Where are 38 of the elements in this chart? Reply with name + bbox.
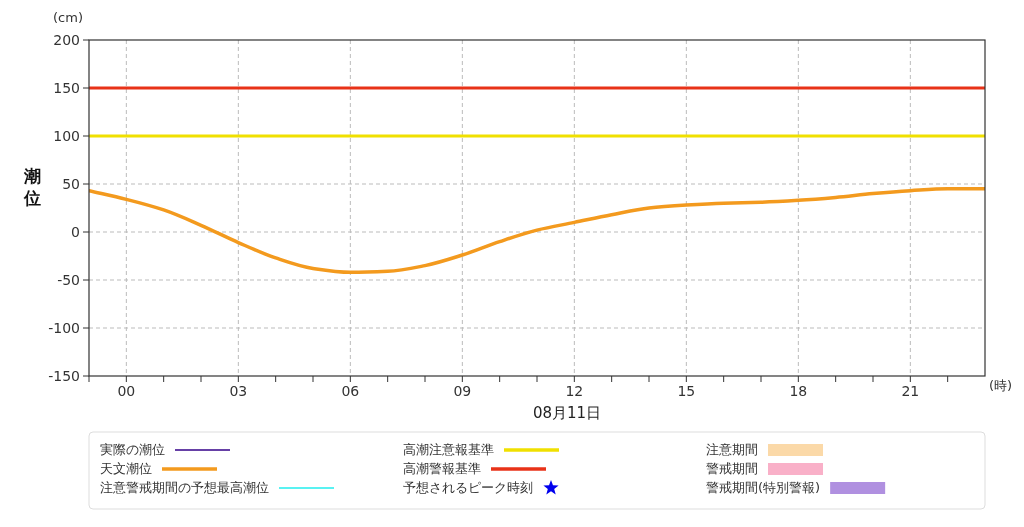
- 注意期間: 注意期間: [706, 442, 823, 457]
- y-tick-label: 50: [62, 176, 80, 192]
- legend-label: 警戒期間: [706, 461, 758, 476]
- 高潮注意報基準: 高潮注意報基準: [403, 442, 559, 457]
- legend-label: 天文潮位: [100, 461, 152, 476]
- legend-label: 予想されるピーク時刻: [403, 480, 533, 495]
- 予想されるピーク時刻: 予想されるピーク時刻: [403, 480, 559, 495]
- legend-label: 注意期間: [706, 442, 758, 457]
- x-axis-title: (時): [989, 378, 1013, 393]
- 警戒期間: 警戒期間: [706, 461, 823, 476]
- 注意警戒期間の予想最高潮位: 注意警戒期間の予想最高潮位: [100, 480, 335, 495]
- legend-label: 警戒期間(特別警報): [706, 480, 821, 495]
- x-tick-label: 15: [677, 383, 696, 399]
- x-tick-label: 09: [453, 383, 472, 399]
- 高潮警報基準: 高潮警報基準: [403, 461, 546, 476]
- legend-label: 高潮注意報基準: [403, 442, 494, 457]
- x-tick-label: 03: [229, 383, 248, 399]
- 天文潮位: 天文潮位: [100, 461, 217, 476]
- y-tick-label: 100: [53, 128, 80, 144]
- x-tick-label: 00: [117, 383, 136, 399]
- y-tick-label: 200: [53, 32, 80, 48]
- legend-label: 実際の潮位: [100, 442, 165, 457]
- y-tick-label: 150: [53, 80, 80, 96]
- x-tick-label: 21: [901, 383, 920, 399]
- legend-label: 高潮警報基準: [403, 461, 481, 476]
- y-tick-label: -150: [48, 368, 80, 384]
- x-tick-label: 12: [565, 383, 584, 399]
- y-tick-label: 0: [71, 224, 80, 240]
- x-tick-label: 18: [789, 383, 808, 399]
- text: (cm): [53, 10, 83, 25]
- y-tick-label: -100: [48, 320, 80, 336]
- 警戒期間(特別警報): 警戒期間(特別警報): [706, 480, 886, 495]
- y-tick-label: -50: [57, 272, 80, 288]
- y-axis-title: 潮位: [22, 166, 41, 208]
- 実際の潮位: 実際の潮位: [100, 442, 231, 457]
- text: 08月11日: [532, 404, 602, 422]
- legend-label: 注意警戒期間の予想最高潮位: [100, 480, 269, 495]
- x-tick-label: 06: [341, 383, 360, 399]
